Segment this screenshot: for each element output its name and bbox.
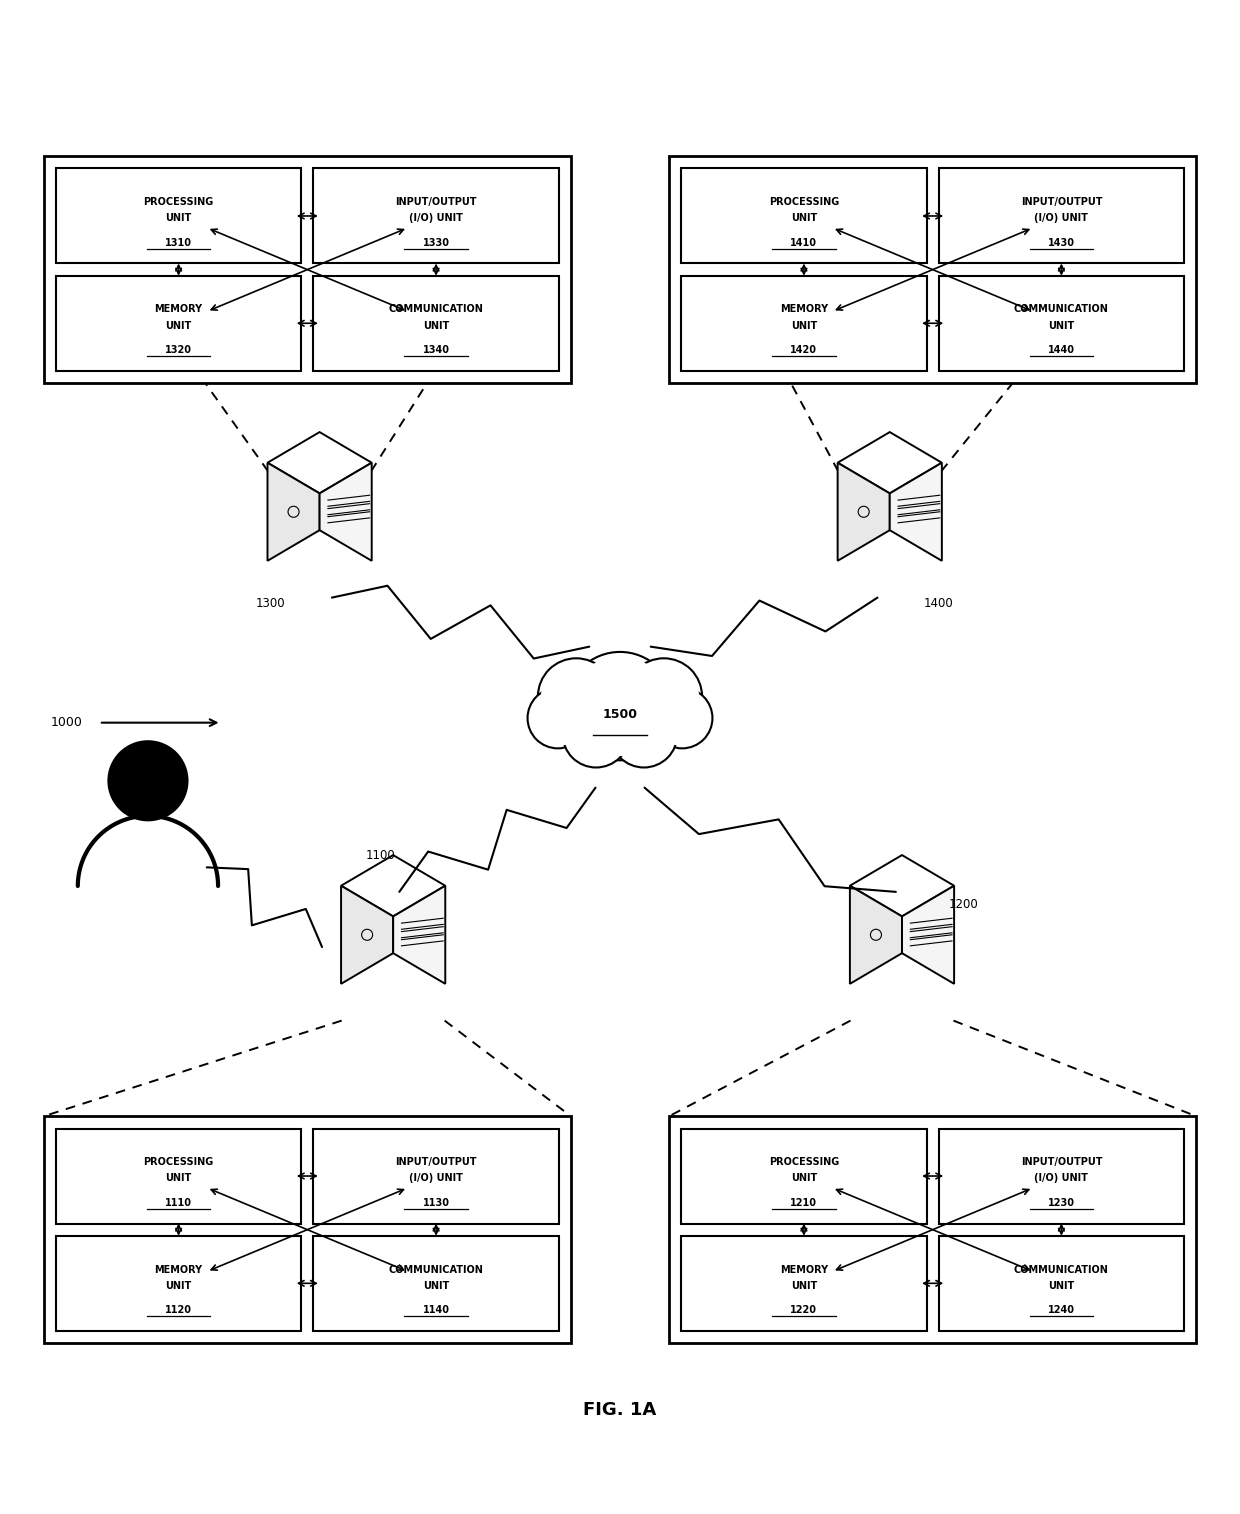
Text: 1140: 1140 xyxy=(423,1305,450,1316)
Text: 1120: 1120 xyxy=(165,1305,192,1316)
Bar xyxy=(939,1235,1184,1331)
Text: INPUT/OUTPUT: INPUT/OUTPUT xyxy=(396,1157,477,1167)
Text: UNIT: UNIT xyxy=(1048,321,1075,330)
Text: MEMORY: MEMORY xyxy=(780,304,828,315)
Text: MEMORY: MEMORY xyxy=(780,1264,828,1275)
Bar xyxy=(681,1128,926,1223)
Text: (I/O) UNIT: (I/O) UNIT xyxy=(409,1173,463,1184)
Bar xyxy=(670,1116,1197,1343)
Text: PROCESSING: PROCESSING xyxy=(144,1157,213,1167)
Text: 1000: 1000 xyxy=(51,716,83,730)
Text: (I/O) UNIT: (I/O) UNIT xyxy=(409,213,463,224)
Polygon shape xyxy=(341,886,393,984)
Text: PROCESSING: PROCESSING xyxy=(769,1157,839,1167)
Polygon shape xyxy=(849,886,901,984)
Bar xyxy=(681,276,926,371)
Text: INPUT/OUTPUT: INPUT/OUTPUT xyxy=(1021,197,1102,207)
Circle shape xyxy=(108,742,187,821)
Text: UNIT: UNIT xyxy=(165,321,192,330)
Text: COMMUNICATION: COMMUNICATION xyxy=(1014,304,1109,315)
Text: 1100: 1100 xyxy=(366,848,396,861)
Text: 1210: 1210 xyxy=(790,1198,817,1208)
Bar xyxy=(56,276,301,371)
Bar xyxy=(43,156,570,383)
Polygon shape xyxy=(849,855,954,916)
Text: 1440: 1440 xyxy=(1048,345,1075,354)
Bar xyxy=(56,1128,301,1223)
Polygon shape xyxy=(901,886,954,984)
Text: UNIT: UNIT xyxy=(165,213,192,224)
Text: 1310: 1310 xyxy=(165,238,192,248)
Text: 1300: 1300 xyxy=(255,597,285,610)
Text: PROCESSING: PROCESSING xyxy=(769,197,839,207)
Text: 1400: 1400 xyxy=(924,597,954,610)
Text: 1420: 1420 xyxy=(790,345,817,354)
Text: UNIT: UNIT xyxy=(423,321,449,330)
Bar xyxy=(681,168,926,263)
Bar xyxy=(670,156,1197,383)
Bar xyxy=(314,168,559,263)
Bar xyxy=(56,168,301,263)
Bar xyxy=(939,276,1184,371)
Text: FIG. 1A: FIG. 1A xyxy=(583,1400,657,1419)
Text: 1240: 1240 xyxy=(1048,1305,1075,1316)
Polygon shape xyxy=(341,855,445,916)
Bar xyxy=(314,276,559,371)
Text: INPUT/OUTPUT: INPUT/OUTPUT xyxy=(396,197,477,207)
Text: 1410: 1410 xyxy=(790,238,817,248)
Polygon shape xyxy=(320,463,372,560)
Bar xyxy=(939,168,1184,263)
Text: (I/O) UNIT: (I/O) UNIT xyxy=(1034,1173,1089,1184)
Text: UNIT: UNIT xyxy=(165,1173,192,1184)
Bar xyxy=(56,1235,301,1331)
Text: 1230: 1230 xyxy=(1048,1198,1075,1208)
Text: 1200: 1200 xyxy=(949,898,978,910)
Text: MEMORY: MEMORY xyxy=(155,1264,202,1275)
Polygon shape xyxy=(838,463,890,560)
Text: UNIT: UNIT xyxy=(791,1173,817,1184)
Text: 1110: 1110 xyxy=(165,1198,192,1208)
Text: INPUT/OUTPUT: INPUT/OUTPUT xyxy=(1021,1157,1102,1167)
Text: 1320: 1320 xyxy=(165,345,192,354)
Text: UNIT: UNIT xyxy=(165,1281,192,1290)
Text: 1430: 1430 xyxy=(1048,238,1075,248)
Text: 1330: 1330 xyxy=(423,238,450,248)
Text: PROCESSING: PROCESSING xyxy=(144,197,213,207)
Bar xyxy=(43,1116,570,1343)
Text: COMMUNICATION: COMMUNICATION xyxy=(388,304,484,315)
Text: (I/O) UNIT: (I/O) UNIT xyxy=(1034,213,1089,224)
Bar xyxy=(314,1235,559,1331)
Polygon shape xyxy=(393,886,445,984)
Text: 1220: 1220 xyxy=(790,1305,817,1316)
Polygon shape xyxy=(268,431,372,494)
Polygon shape xyxy=(268,463,320,560)
Bar xyxy=(681,1235,926,1331)
Text: UNIT: UNIT xyxy=(791,321,817,330)
Polygon shape xyxy=(890,463,942,560)
Bar xyxy=(939,1128,1184,1223)
Text: 1130: 1130 xyxy=(423,1198,450,1208)
Text: COMMUNICATION: COMMUNICATION xyxy=(1014,1264,1109,1275)
Text: 1340: 1340 xyxy=(423,345,450,354)
Text: UNIT: UNIT xyxy=(1048,1281,1075,1290)
Polygon shape xyxy=(838,431,942,494)
Text: COMMUNICATION: COMMUNICATION xyxy=(388,1264,484,1275)
Text: UNIT: UNIT xyxy=(423,1281,449,1290)
Text: MEMORY: MEMORY xyxy=(155,304,202,315)
Bar xyxy=(314,1128,559,1223)
Text: UNIT: UNIT xyxy=(791,213,817,224)
Text: 1500: 1500 xyxy=(603,707,637,721)
Text: UNIT: UNIT xyxy=(791,1281,817,1290)
